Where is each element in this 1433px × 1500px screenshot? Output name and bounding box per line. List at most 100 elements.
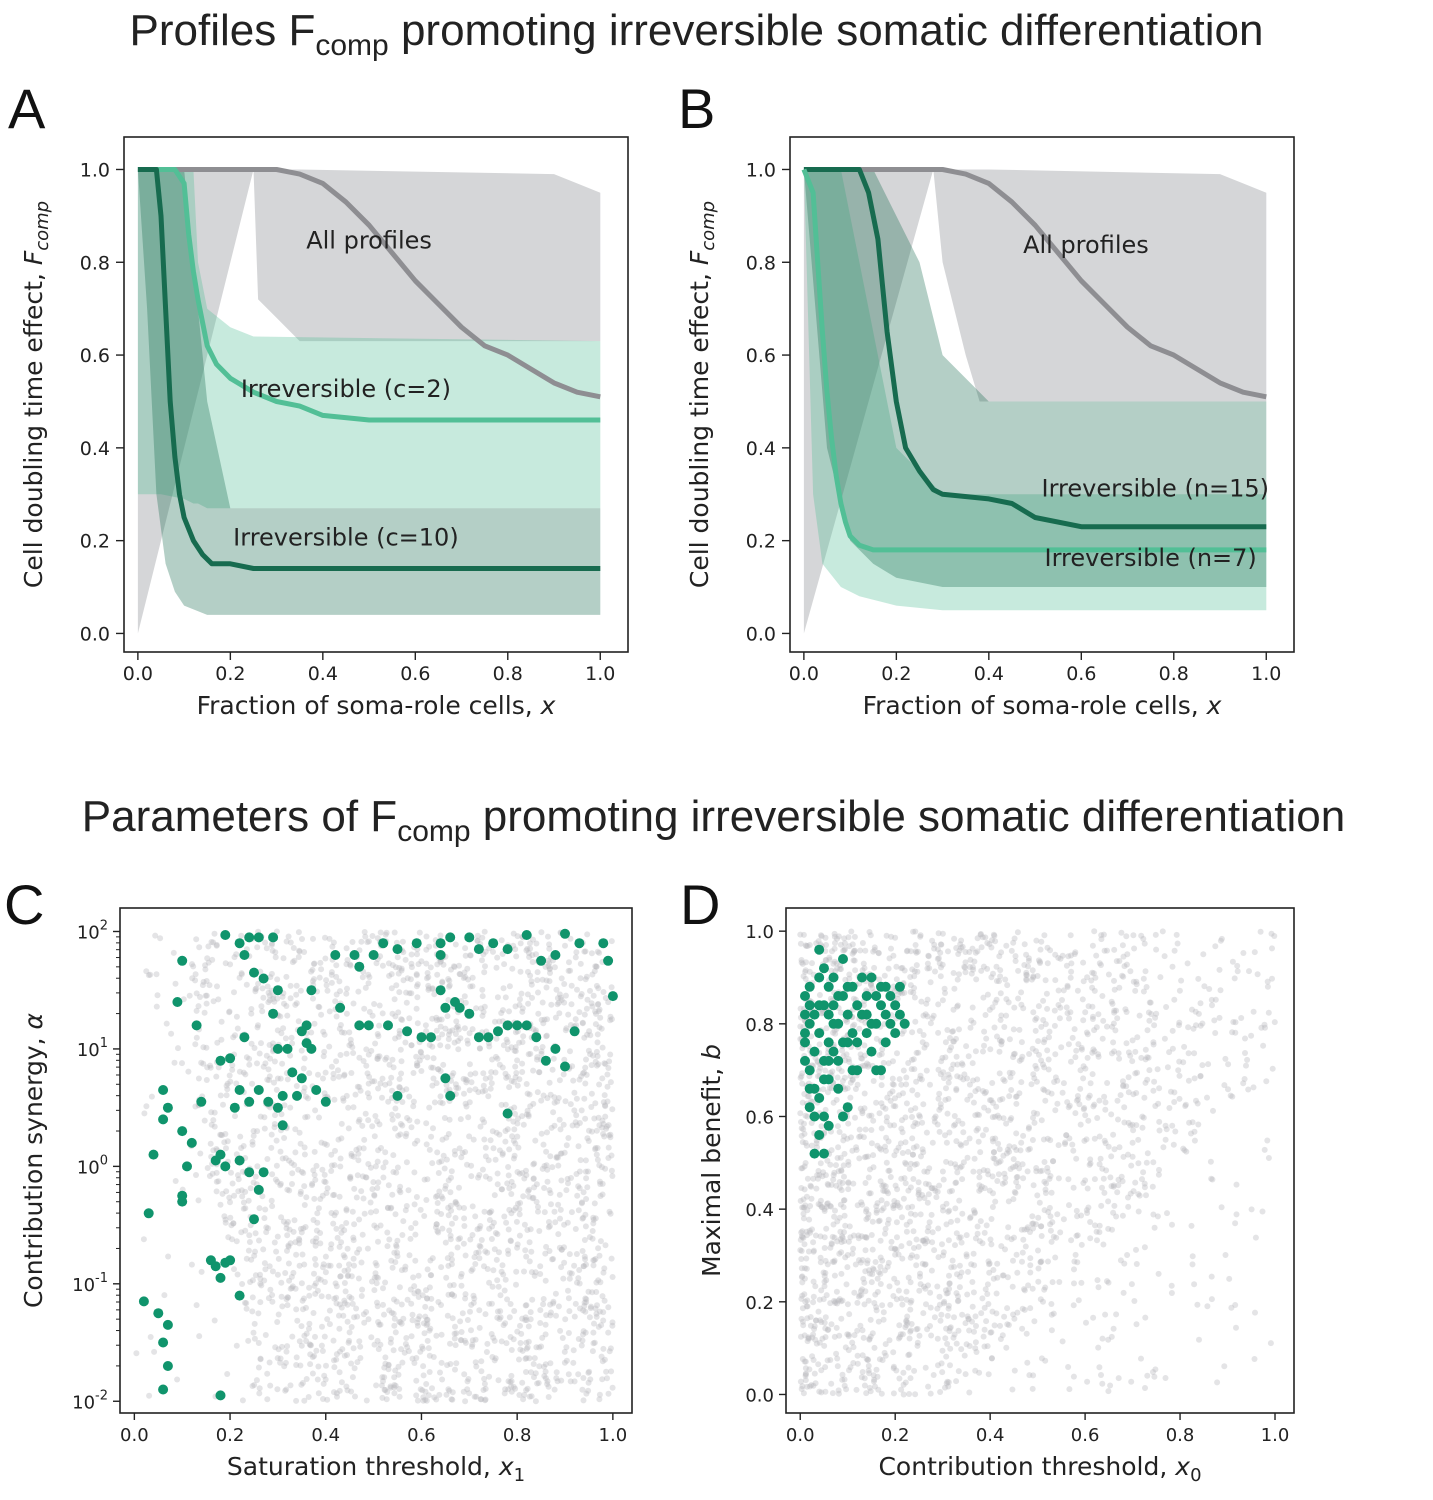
background-point bbox=[396, 1393, 403, 1400]
background-point bbox=[858, 1055, 865, 1062]
background-point bbox=[802, 967, 809, 974]
background-point bbox=[839, 1234, 846, 1241]
background-point bbox=[817, 1160, 824, 1167]
background-point bbox=[313, 1235, 320, 1242]
background-point bbox=[1020, 1236, 1027, 1243]
background-point bbox=[608, 938, 615, 945]
background-point bbox=[193, 936, 200, 943]
background-point bbox=[828, 967, 835, 974]
background-point bbox=[798, 1073, 805, 1080]
background-point bbox=[1045, 1056, 1052, 1063]
background-point bbox=[980, 1088, 986, 1094]
background-point bbox=[399, 1087, 406, 1094]
y-tick-label-c: 101 bbox=[77, 1036, 108, 1061]
background-point bbox=[890, 1365, 897, 1372]
background-point bbox=[1212, 996, 1219, 1003]
background-point bbox=[1035, 1214, 1042, 1221]
background-point bbox=[902, 1180, 909, 1187]
background-point bbox=[856, 1292, 863, 1299]
background-point bbox=[823, 1225, 830, 1232]
background-point bbox=[406, 1015, 413, 1022]
background-point bbox=[386, 1307, 393, 1314]
background-point bbox=[379, 1075, 386, 1082]
background-point bbox=[845, 1179, 852, 1186]
background-point bbox=[337, 1273, 344, 1280]
background-point bbox=[514, 1057, 521, 1064]
background-point bbox=[1030, 1114, 1036, 1121]
background-point bbox=[452, 1342, 459, 1349]
background-point bbox=[1117, 1257, 1124, 1264]
background-point bbox=[412, 1257, 419, 1264]
background-point bbox=[833, 1182, 840, 1189]
background-point bbox=[394, 954, 401, 961]
background-point bbox=[1044, 1047, 1051, 1054]
background-point bbox=[824, 1200, 831, 1207]
background-point bbox=[876, 1356, 883, 1363]
background-point bbox=[333, 1013, 340, 1020]
background-point bbox=[890, 1349, 897, 1356]
background-point bbox=[524, 1344, 531, 1351]
background-point bbox=[516, 1206, 523, 1213]
background-point bbox=[374, 1299, 380, 1306]
background-point bbox=[379, 1094, 385, 1101]
highlight-point bbox=[306, 1043, 317, 1054]
background-point bbox=[934, 1305, 941, 1312]
background-point bbox=[871, 1344, 878, 1351]
background-point bbox=[522, 1317, 529, 1323]
background-point bbox=[527, 945, 534, 952]
highlight-point bbox=[335, 1002, 346, 1013]
background-point bbox=[519, 1008, 526, 1015]
background-point bbox=[1099, 1165, 1106, 1172]
background-point bbox=[257, 1280, 264, 1287]
background-point bbox=[272, 1344, 279, 1351]
background-point bbox=[836, 1179, 843, 1185]
background-point bbox=[1006, 1036, 1013, 1043]
background-point bbox=[424, 1337, 431, 1344]
background-point bbox=[962, 964, 968, 971]
background-point bbox=[202, 962, 209, 969]
background-point bbox=[537, 1271, 544, 1277]
background-point bbox=[1073, 1047, 1080, 1054]
background-point bbox=[898, 1175, 905, 1182]
background-point bbox=[982, 1012, 989, 1018]
background-point bbox=[893, 976, 900, 983]
background-point bbox=[864, 1357, 871, 1363]
background-point bbox=[827, 1244, 834, 1251]
background-point bbox=[489, 1283, 496, 1290]
background-point bbox=[525, 950, 532, 956]
background-point bbox=[1105, 1198, 1112, 1205]
background-point bbox=[1090, 1103, 1097, 1110]
background-point bbox=[870, 1378, 877, 1385]
background-point bbox=[589, 1003, 596, 1010]
background-point bbox=[1003, 996, 1010, 1003]
background-point bbox=[198, 1059, 205, 1066]
background-point bbox=[968, 970, 975, 977]
background-point bbox=[803, 1303, 810, 1310]
background-point bbox=[345, 1125, 352, 1132]
background-point bbox=[1030, 1182, 1037, 1189]
background-point bbox=[912, 942, 919, 948]
background-point bbox=[924, 1199, 931, 1206]
background-point bbox=[1234, 962, 1241, 969]
background-point bbox=[863, 1390, 870, 1397]
background-point bbox=[940, 1252, 947, 1259]
background-point bbox=[496, 1131, 503, 1138]
background-point bbox=[1069, 1141, 1076, 1148]
background-point bbox=[376, 1022, 383, 1029]
background-point bbox=[895, 1251, 902, 1258]
background-point bbox=[441, 1115, 448, 1121]
background-point bbox=[469, 974, 476, 981]
background-point bbox=[582, 1308, 589, 1315]
highlight-point bbox=[378, 938, 389, 949]
background-point bbox=[986, 1261, 992, 1268]
background-point bbox=[827, 1161, 834, 1168]
background-point bbox=[870, 1117, 877, 1124]
background-point bbox=[371, 1341, 378, 1348]
background-point bbox=[235, 1188, 242, 1195]
background-point bbox=[292, 1285, 299, 1292]
background-point bbox=[323, 1190, 330, 1196]
background-point bbox=[831, 1234, 838, 1241]
background-point bbox=[914, 1091, 921, 1098]
background-point bbox=[1063, 1132, 1070, 1139]
background-point bbox=[857, 1288, 864, 1295]
